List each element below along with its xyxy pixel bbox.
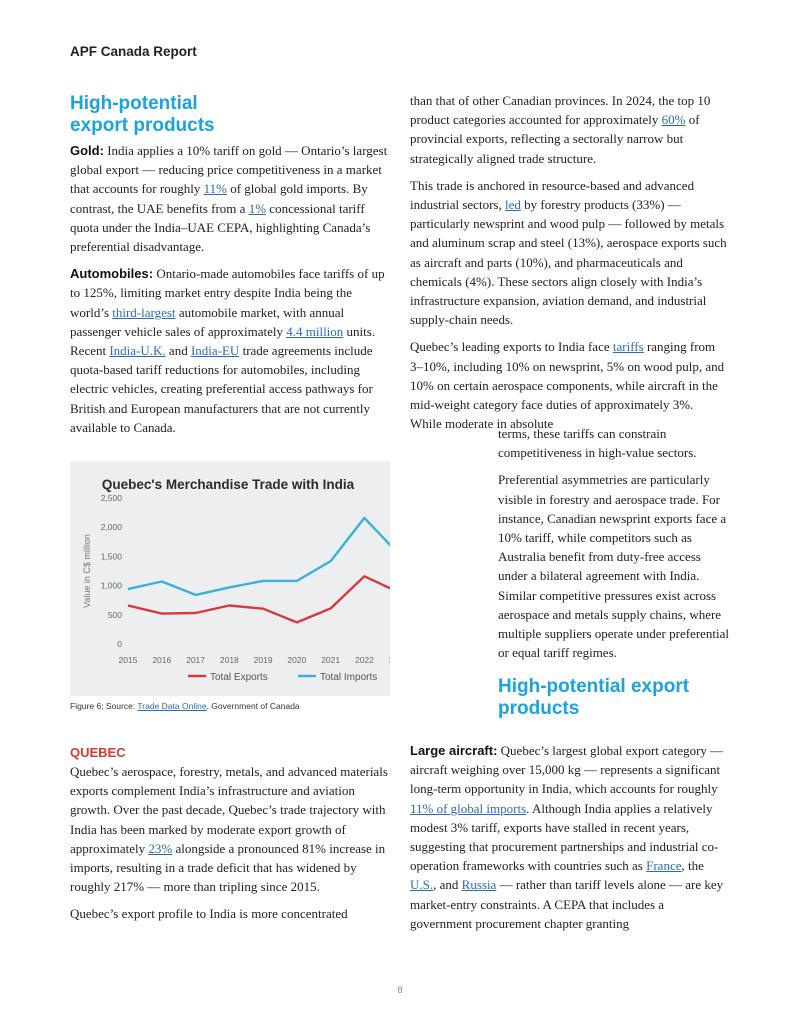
text: Quebec’s aerospace, forestry, metals, an…	[70, 764, 388, 856]
gold-paragraph: Gold: India applies a 10% tariff on gold…	[70, 141, 388, 256]
heading-line-1: High-potential	[70, 93, 198, 114]
link-11-percent[interactable]: 11%	[203, 181, 227, 197]
text: than that of other Canadian provinces. I…	[410, 93, 711, 128]
y-tick-label: 1,500	[101, 551, 123, 561]
link-60-percent[interactable]: 60%	[661, 112, 686, 128]
y-tick-label: 2,500	[101, 493, 123, 503]
text: India applies a 10% tariff on gold — Ont…	[70, 143, 388, 197]
right-paragraph-4: Preferential asymmetries are particularl…	[498, 472, 730, 661]
text: ranging from 3–10%, including 10% on new…	[410, 339, 725, 432]
y-tick-label: 0	[117, 639, 122, 649]
y-tick-label: 500	[108, 610, 122, 620]
link-trade-data-online[interactable]: Trade Data Online	[137, 701, 207, 711]
section-heading-right: High-potential export products	[498, 676, 730, 720]
right-column-top: than that of other Canadian provinces. I…	[410, 91, 728, 433]
text: of provincial exports, reflecting a sect…	[410, 112, 700, 166]
link-india-uk[interactable]: India-U.K.	[109, 343, 166, 359]
trade-chart-svg: Quebec's Merchandise Trade with India Val…	[82, 477, 460, 683]
gold-label: Gold:	[70, 143, 104, 158]
right-paragraph-3-cont: terms, these tariffs can constrain compe…	[498, 426, 697, 461]
text: . Although India applies a relatively mo…	[410, 800, 719, 874]
link-11-percent-global-imports[interactable]: 11% of global imports	[410, 800, 527, 816]
text: — rather than tariff levels alone — are …	[410, 877, 724, 931]
autos-paragraph: Automobiles: Ontario-made automobiles fa…	[70, 264, 388, 437]
series-line-total-imports	[127, 516, 433, 597]
series-line-total-exports	[127, 575, 433, 624]
x-tick-label: 2019	[254, 655, 273, 665]
text: concessional tariff quota under the Indi…	[70, 200, 371, 255]
left-column-top: High-potential export products Gold: Ind…	[70, 93, 388, 445]
text: Quebec’s largest global export category …	[410, 743, 724, 797]
right-paragraph-3: Quebec’s leading exports to India face t…	[410, 337, 728, 433]
link-third-largest[interactable]: third-largest	[112, 304, 176, 320]
y-tick-label: 2,000	[101, 522, 123, 532]
link-tariffs[interactable]: tariffs	[612, 339, 644, 355]
heading-line-2: export products	[70, 115, 215, 136]
legend-label: Total Imports	[320, 672, 377, 683]
link-france[interactable]: France	[646, 858, 682, 874]
quebec-heading: QUEBEC	[70, 745, 126, 760]
right-column-bottom: Large aircraft: Quebec’s largest global …	[410, 741, 728, 941]
link-23-percent[interactable]: 23%	[148, 840, 173, 856]
page-number: 8	[397, 985, 403, 995]
text: , and	[433, 877, 462, 893]
left-column-bottom: QUEBEC Quebec’s aerospace, forestry, met…	[70, 743, 388, 932]
x-tick-label: 2017	[186, 655, 205, 665]
right-column-indented: terms, these tariffs can constrain compe…	[498, 424, 730, 724]
x-tick-label: 2023	[389, 655, 390, 665]
text: and	[165, 343, 191, 359]
quebec-paragraph-2: Quebec’s export profile to India is more…	[70, 906, 348, 922]
autos-label: Automobiles:	[70, 266, 154, 282]
report-header: APF Canada Report	[70, 44, 197, 59]
link-us[interactable]: U.S.	[410, 877, 434, 893]
link-led[interactable]: led	[504, 197, 521, 213]
text: units. Recent	[70, 323, 376, 359]
heading-line-1: High-potential export	[498, 676, 690, 698]
text: of global gold imports. By contrast, the…	[70, 181, 368, 216]
x-tick-label: 2018	[220, 655, 239, 665]
x-tick-label: 2015	[119, 655, 138, 665]
text: by forestry products (33%) — particularl…	[410, 197, 727, 328]
trade-chart: Quebec's Merchandise Trade with India Val…	[70, 461, 460, 696]
text: , the	[681, 858, 704, 874]
y-axis-label: Value in C$ million	[82, 534, 92, 608]
link-1-percent[interactable]: 1%	[248, 200, 267, 216]
x-tick-label: 2021	[321, 655, 340, 665]
section-heading-left: High-potential export products	[70, 93, 388, 137]
text: automobile market, with annual passenger…	[70, 304, 345, 339]
text: Figure 6; Source:	[70, 701, 138, 711]
x-tick-label: 2020	[287, 655, 306, 665]
text: This trade is anchored in resource-based…	[410, 177, 695, 213]
text: , Government of Canada	[206, 701, 300, 711]
y-tick-label: 1,000	[101, 581, 123, 591]
chart-title: Quebec's Merchandise Trade with India	[102, 477, 355, 492]
text: trade agreements include quota-based tar…	[70, 343, 373, 435]
link-india-eu[interactable]: India-EU	[190, 343, 240, 359]
text: Ontario-made automobiles face tariffs of…	[70, 266, 385, 320]
text: Quebec’s leading exports to India face	[410, 339, 613, 355]
aircraft-paragraph: Large aircraft: Quebec’s largest global …	[410, 741, 728, 933]
legend-label: Total Exports	[210, 672, 268, 683]
text: alongside a pronounced 81% increase in i…	[70, 840, 386, 895]
right-paragraph-1: than that of other Canadian provinces. I…	[410, 91, 728, 168]
x-tick-label: 2016	[152, 655, 171, 665]
x-tick-label: 2022	[355, 655, 374, 665]
quebec-paragraph-1: Quebec’s aerospace, forestry, metals, an…	[70, 762, 388, 896]
link-russia[interactable]: Russia	[461, 877, 497, 893]
link-4-4-million[interactable]: 4.4 million	[286, 323, 344, 339]
figure-caption: Figure 6; Source: Trade Data Online, Gov…	[70, 701, 300, 711]
right-paragraph-2: This trade is anchored in resource-based…	[410, 176, 728, 330]
heading-line-2: products	[498, 698, 580, 720]
aircraft-label: Large aircraft:	[410, 743, 498, 758]
